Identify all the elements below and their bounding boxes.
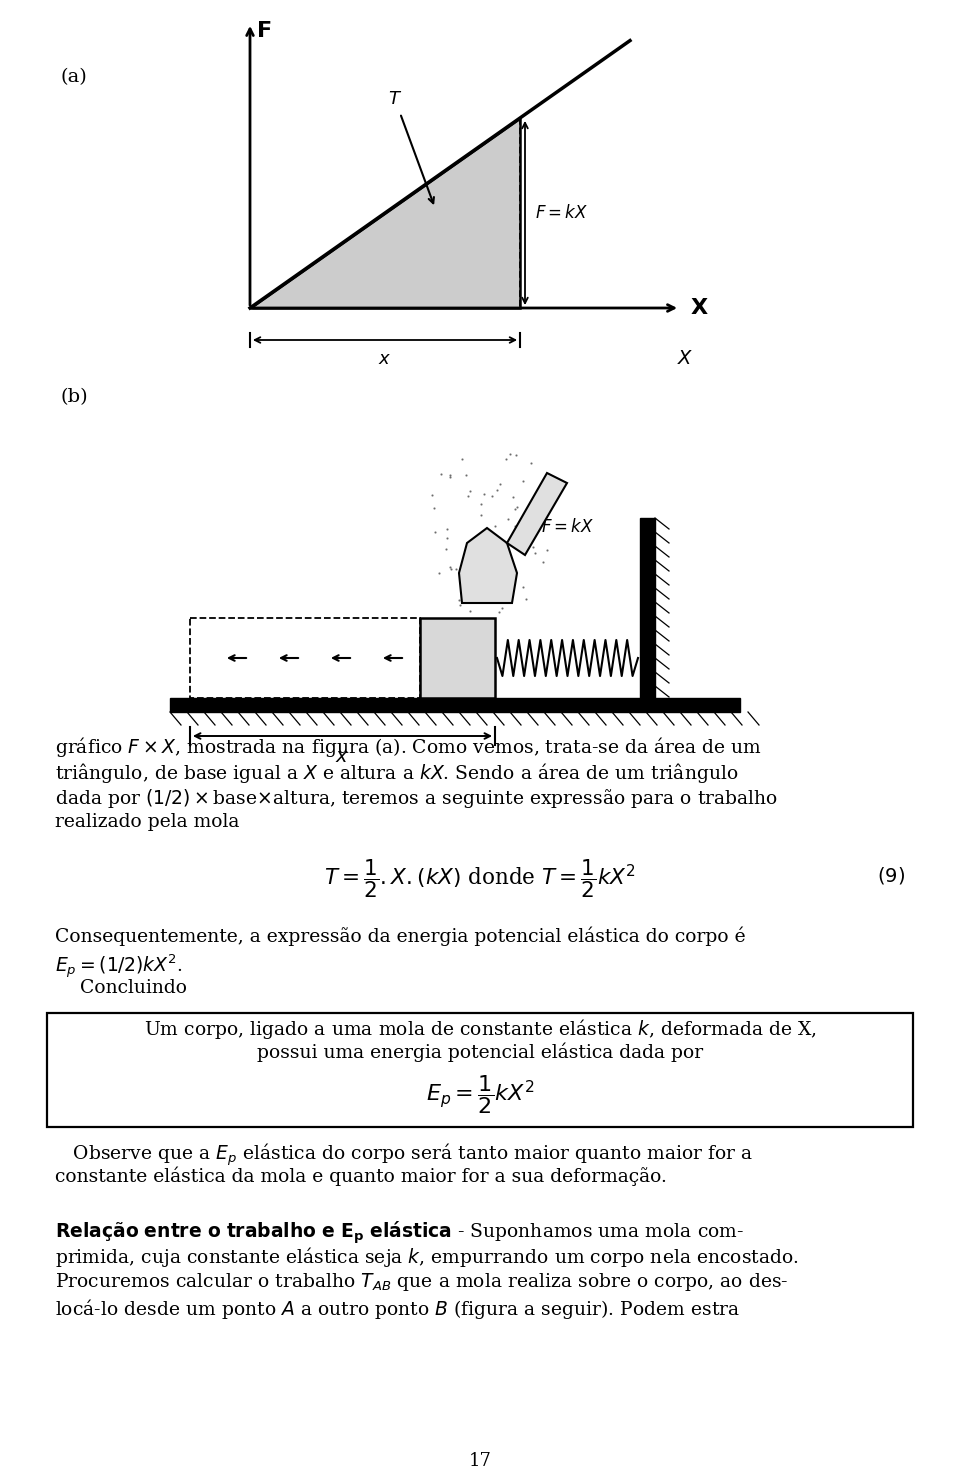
Text: Procuremos calcular o trabalho $T_{AB}$ que a mola realiza sobre o corpo, ao des: Procuremos calcular o trabalho $T_{AB}$ … — [55, 1270, 788, 1293]
Text: constante elástica da mola e quanto maior for a sua deformação.: constante elástica da mola e quanto maio… — [55, 1166, 667, 1187]
Text: $\mathbf{Relação\ entre\ o\ trabalho\ e}$ $\mathbf{E}_\mathbf{p}$ $\mathbf{elást: $\mathbf{Relação\ entre\ o\ trabalho\ e}… — [55, 1218, 744, 1245]
Text: $x$: $x$ — [378, 350, 392, 368]
Text: primida, cuja constante elástica seja $k$, empurrando um corpo nela encostado.: primida, cuja constante elástica seja $k… — [55, 1245, 799, 1269]
Text: 17: 17 — [468, 1451, 492, 1471]
Text: triângulo, de base igual a $X$ e altura a $kX$. Sendo a área de um triângulo: triângulo, de base igual a $X$ e altura … — [55, 761, 738, 785]
Polygon shape — [250, 119, 520, 309]
Text: $F = kX$: $F = kX$ — [535, 203, 588, 223]
Text: locá-lo desde um ponto $A$ a outro ponto $B$ (figura a seguir). Podem estra: locá-lo desde um ponto $A$ a outro ponto… — [55, 1297, 740, 1321]
Text: $E_p = (1/2)kX^2$.: $E_p = (1/2)kX^2$. — [55, 953, 183, 981]
Text: Um corpo, ligado a uma mola de constante elástica $k$, deformada de X,: Um corpo, ligado a uma mola de constante… — [144, 1017, 816, 1040]
Text: $\mathbf{F}$: $\mathbf{F}$ — [256, 19, 272, 42]
Text: $E_p = \dfrac{1}{2}kX^2$: $E_p = \dfrac{1}{2}kX^2$ — [425, 1073, 535, 1116]
Text: (b): (b) — [60, 387, 87, 407]
Bar — [190, 617, 420, 697]
Bar — [170, 697, 740, 712]
Bar — [640, 518, 655, 697]
Text: $x$: $x$ — [335, 748, 349, 766]
Text: $F = kX$: $F = kX$ — [540, 518, 594, 536]
Text: realizado pela mola: realizado pela mola — [55, 813, 239, 831]
Bar — [47, 1014, 913, 1126]
Text: $\mathbf{X}$: $\mathbf{X}$ — [690, 297, 708, 319]
Text: possui uma energia potencial elástica dada por: possui uma energia potencial elástica da… — [257, 1043, 703, 1063]
Text: Consequentemente, a expressão da energia potencial elástica do corpo é: Consequentemente, a expressão da energia… — [55, 928, 746, 947]
Polygon shape — [459, 528, 517, 603]
Text: (a): (a) — [60, 68, 86, 86]
Text: gráfico $F \times X$, mostrada na figura (a). Como vemos, trata-se da área de um: gráfico $F \times X$, mostrada na figura… — [55, 735, 762, 758]
Polygon shape — [507, 473, 567, 555]
Text: $T = \dfrac{1}{2}.X.(kX)$ donde $T = \dfrac{1}{2}kX^2$: $T = \dfrac{1}{2}.X.(kX)$ donde $T = \df… — [324, 856, 636, 899]
Text: $X$: $X$ — [677, 350, 693, 368]
Text: Observe que a $E_p$ elástica do corpo será tanto maior quanto maior for a: Observe que a $E_p$ elástica do corpo se… — [55, 1141, 754, 1168]
Text: Concluindo: Concluindo — [80, 979, 187, 997]
Text: $T$: $T$ — [388, 91, 402, 108]
Bar — [420, 617, 495, 697]
Text: $(9)$: $(9)$ — [877, 865, 905, 886]
Text: dada por $(1/2)\times$base$\times$altura, teremos a seguinte expressão para o tr: dada por $(1/2)\times$base$\times$altura… — [55, 787, 779, 810]
